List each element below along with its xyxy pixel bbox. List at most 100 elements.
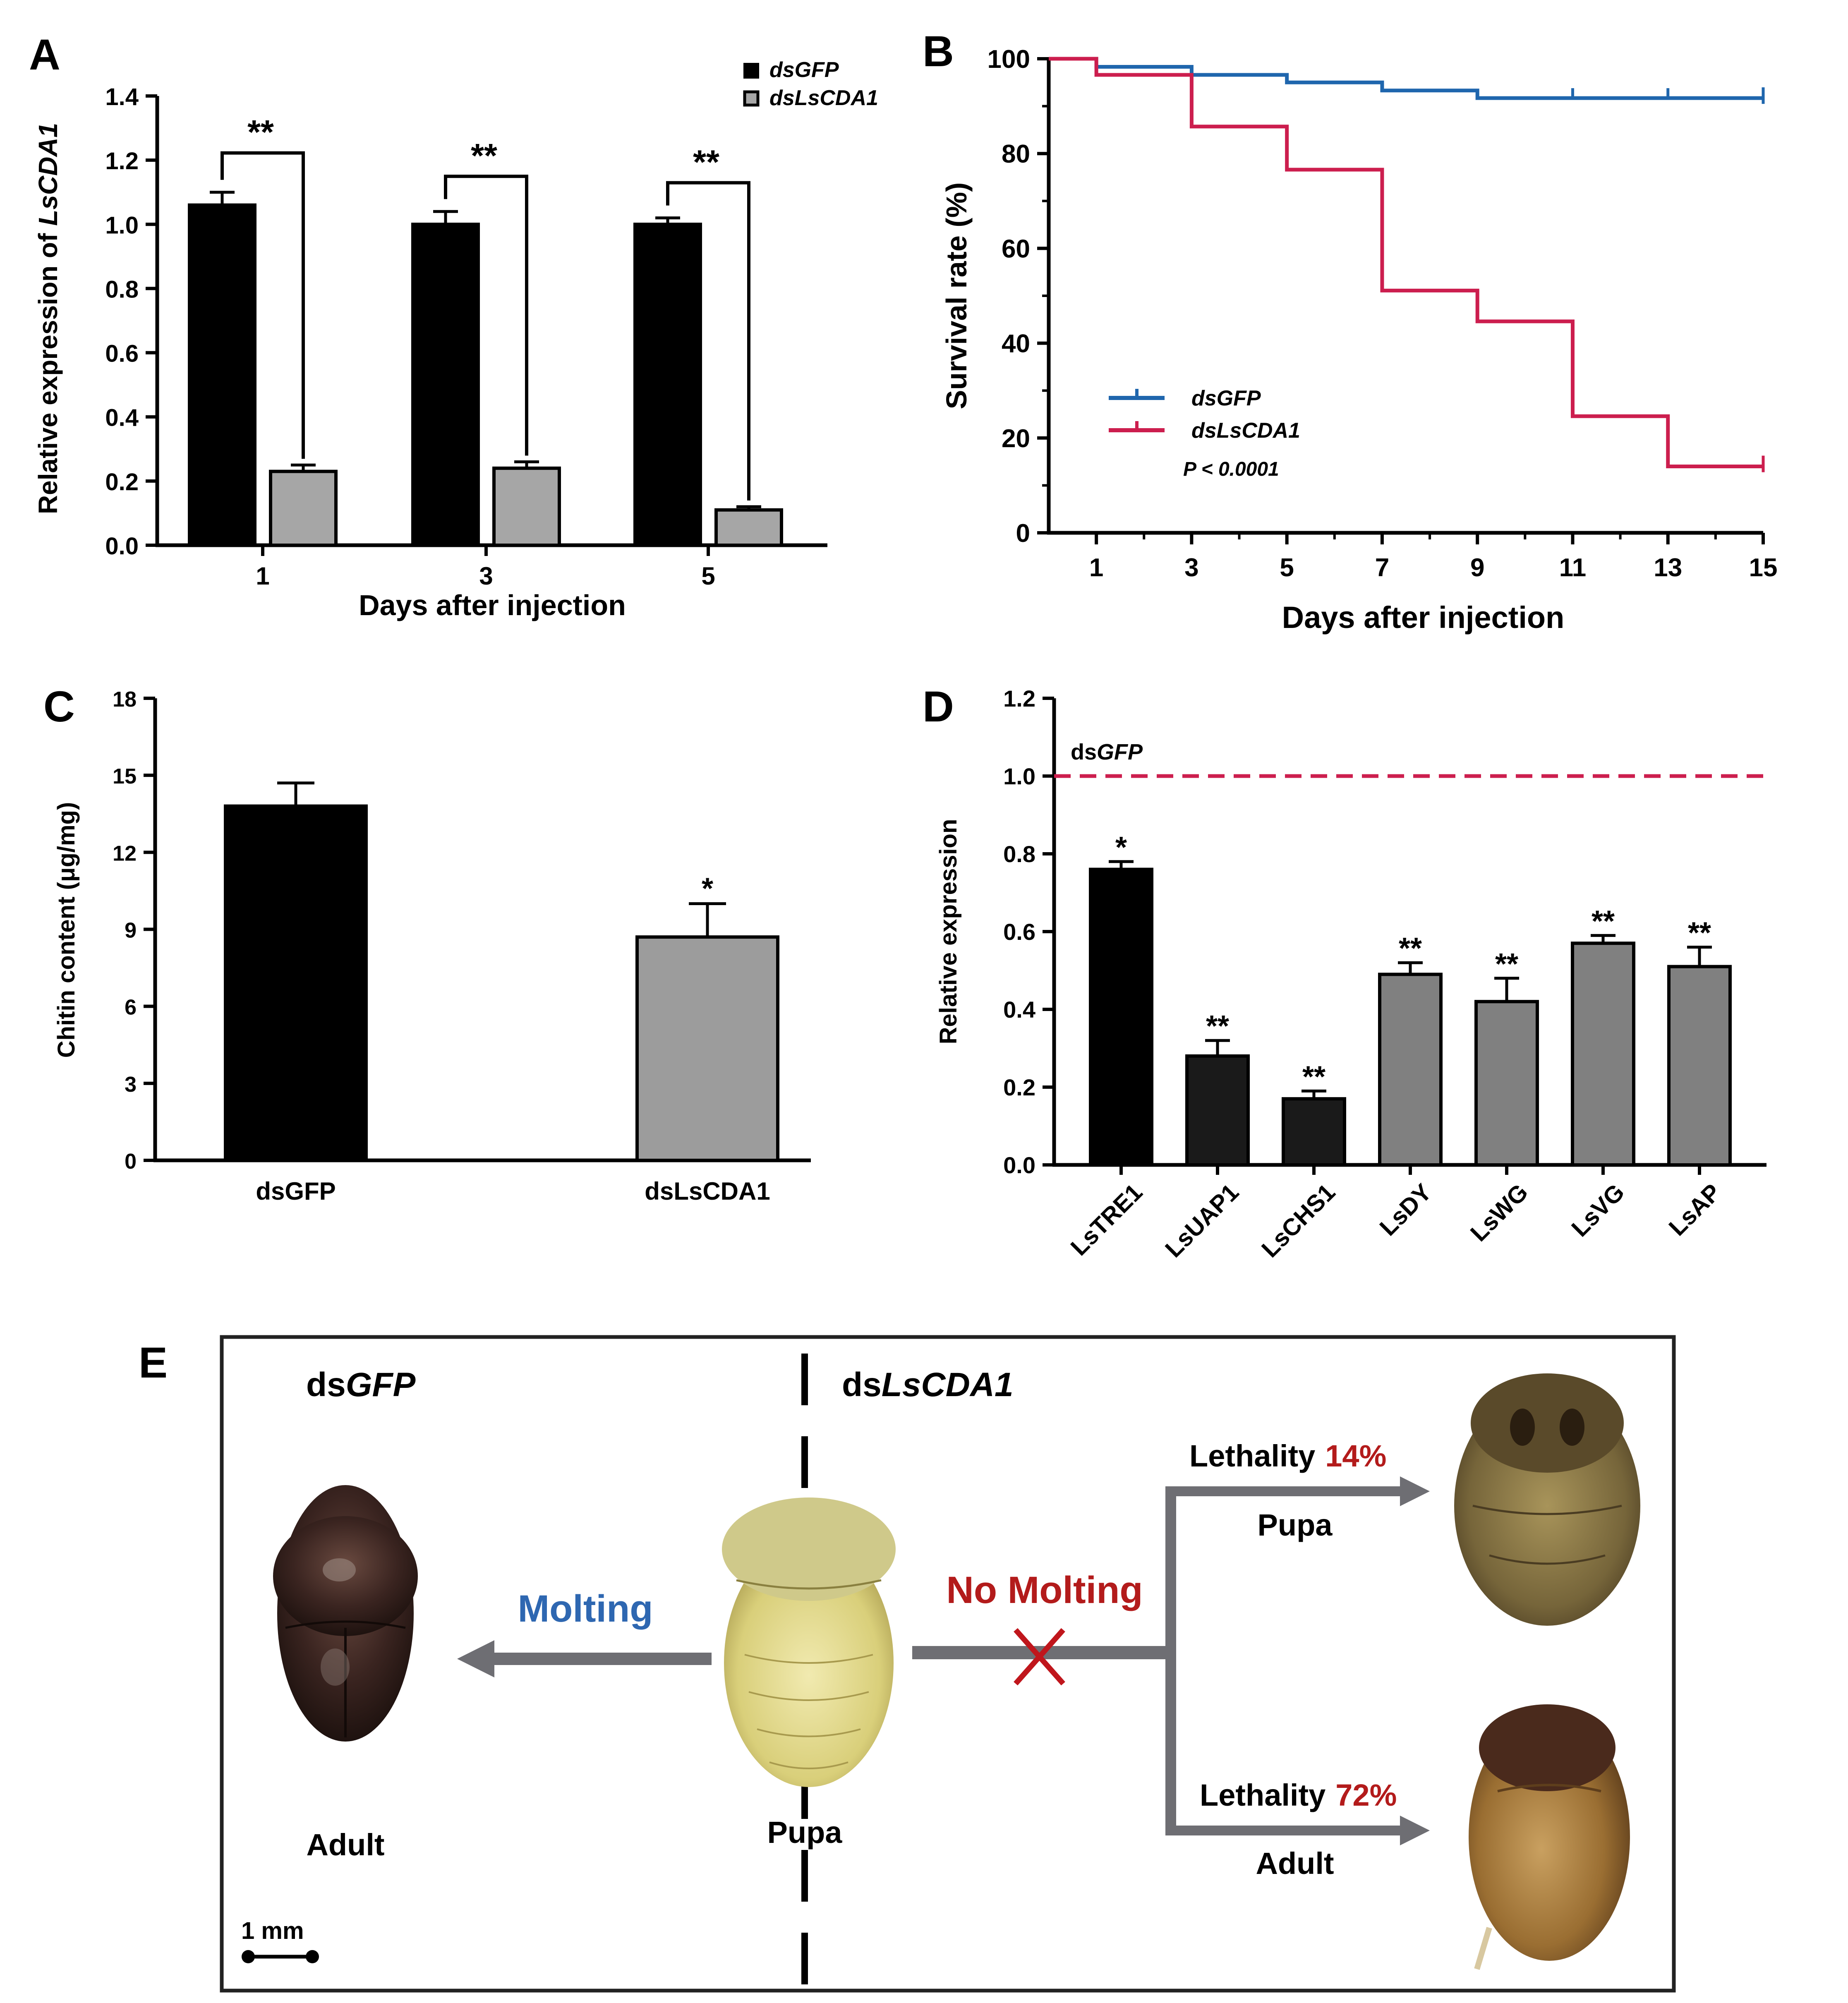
- b-ytick-label-5: 100: [988, 45, 1030, 74]
- panel-e-frame: [220, 1335, 1676, 1993]
- panel-c-label: C: [43, 683, 75, 731]
- a-ytick-label-4: 0.8: [105, 276, 139, 303]
- panel-d-bars: * LsTRE1 ** LsUAP1 ** LsCHS1 ** LsDY ** LsWG ** LsV…: [1066, 831, 1732, 1263]
- d-bar-6: [1667, 965, 1732, 1167]
- d-ytick-label-6: 1.2: [1003, 685, 1035, 712]
- c-ytick-label-4: 12: [113, 841, 137, 865]
- panel-a-y-ticks: 0.0 0.2 0.4 0.6 0.8 1.0 1.2 1.4: [105, 84, 157, 560]
- c-ytick-label-1: 3: [125, 1073, 137, 1097]
- c-ytick-label-5: 15: [113, 764, 137, 788]
- panel-e-label: E: [139, 1339, 168, 1387]
- blocked-cross-icon: [1014, 1628, 1065, 1686]
- a-xtick-label-2: 5: [701, 562, 715, 590]
- scale-label: 1 mm: [241, 1917, 304, 1944]
- label-no-molting: No Molting: [946, 1569, 1143, 1611]
- b-ytick-label-3: 60: [1002, 235, 1030, 263]
- d-bar-1: [1185, 1054, 1250, 1167]
- d-xtick-label-1: LsUAP1: [1160, 1179, 1244, 1263]
- panel-c: C 0 3 6 9 12 15 18 dsGFP * dsLsCDA1 Chitin conte…: [43, 683, 811, 1205]
- legend-label-dslscda1: dsLsCDA1: [769, 86, 878, 110]
- d-ytick-label-0: 0.0: [1003, 1152, 1035, 1178]
- label-adult: Adult: [306, 1828, 384, 1862]
- panel-a-label: A: [29, 31, 60, 79]
- label-lethality-pupa: Lethality 14%: [1189, 1439, 1386, 1473]
- d-bar-5: [1571, 942, 1635, 1167]
- a-ytick-label-2: 0.4: [105, 405, 139, 431]
- panel-a-x-ticks: 1 3 5: [256, 545, 715, 590]
- a-sig-label-0: **: [247, 114, 274, 151]
- panel-c-y-ticks: 0 3 6 9 12 15 18: [113, 688, 155, 1174]
- panel-a-bars: ** ** **: [188, 114, 783, 547]
- d-sig-4: **: [1495, 948, 1518, 981]
- label-branch-adult: Adult: [1256, 1846, 1334, 1881]
- panel-d-label: D: [923, 683, 954, 731]
- d-ytick-label-1: 0.2: [1003, 1074, 1035, 1100]
- panel-a-x-title: Days after injection: [359, 589, 626, 621]
- b-xtick-label-2: 5: [1280, 553, 1294, 582]
- a-sig-bracket-2: [666, 181, 750, 501]
- label-molting: Molting: [518, 1588, 653, 1630]
- c-ytick-label-0: 0: [125, 1150, 137, 1174]
- dead-adult-image: [1469, 1704, 1630, 1970]
- a-sig-label-1: **: [471, 137, 497, 175]
- a-bar-0-2: [633, 223, 702, 547]
- right-title-gene: LsCDA1: [882, 1366, 1014, 1404]
- c-ytick-label-3: 9: [125, 919, 137, 943]
- d-sig-1: **: [1206, 1010, 1229, 1043]
- panel-d-y-ticks: 0.0 0.2 0.4 0.6 0.8 1.0 1.2: [1003, 685, 1054, 1178]
- b-xtick-label-4: 9: [1470, 553, 1484, 582]
- b-xtick-label-5: 11: [1559, 553, 1587, 582]
- d-ytick-label-2: 0.4: [1003, 997, 1035, 1023]
- d-sig-3: **: [1399, 932, 1422, 965]
- c-ytick-label-2: 6: [125, 996, 137, 1020]
- d-xtick-label-5: LsVG: [1566, 1179, 1630, 1242]
- panel-d-y-title: Relative expression: [935, 819, 962, 1045]
- b-series-line-0: [1049, 57, 1763, 100]
- a-ytick-label-1: 0.2: [105, 469, 139, 496]
- a-bar-1-1: [492, 466, 561, 547]
- b-ytick-label-2: 40: [1002, 330, 1030, 358]
- b-xtick-label-0: 1: [1089, 553, 1103, 582]
- left-title-gene: GFP: [346, 1366, 416, 1404]
- c-bar-0: [224, 804, 368, 1162]
- c-ytick-label-6: 18: [113, 688, 137, 712]
- panel-e-left-title: dsGFP: [306, 1366, 416, 1404]
- pupa-image: [722, 1497, 896, 1787]
- d-xtick-label-4: LsWG: [1465, 1179, 1533, 1246]
- c-xtick-label-1: dsLsCDA1: [645, 1177, 770, 1205]
- label-pupa: Pupa: [767, 1815, 843, 1850]
- panel-a-y-title-gene: LsCDA1: [33, 123, 63, 226]
- label-lethality-adult: Lethality 72%: [1200, 1778, 1397, 1812]
- d-xtick-label-2: LsCHS1: [1256, 1179, 1340, 1263]
- left-title-prefix: ds: [306, 1366, 346, 1404]
- panel-c-bars: dsGFP * dsLsCDA1: [224, 781, 779, 1205]
- d-reference-label-gene: GFP: [1097, 740, 1143, 764]
- d-ytick-label-5: 1.0: [1003, 763, 1035, 789]
- d-ytick-label-3: 0.6: [1003, 919, 1035, 945]
- d-bar-0: [1089, 867, 1153, 1167]
- panel-a: A 0.0 0.2 0.4 0.6 0.8 1.0 1.2 1.4 ** ** ** 1 3 5 Da…: [29, 31, 878, 621]
- panel-b-legend: dsGFP dsLsCDA1 P < 0.0001: [1109, 386, 1300, 480]
- panel-a-y-title-prefix: Relative expression of: [33, 226, 63, 514]
- panel-b-lines: [1049, 57, 1765, 472]
- panel-d-reference: dsGFP: [1054, 740, 1767, 778]
- d-ytick-label-4: 0.8: [1003, 841, 1035, 867]
- d-sig-6: **: [1688, 917, 1711, 950]
- d-sig-2: **: [1302, 1060, 1325, 1093]
- lethality-text-2: Lethality: [1200, 1778, 1325, 1812]
- d-xtick-label-3: LsDY: [1374, 1179, 1437, 1241]
- lethality-pupa-pct: 14%: [1325, 1439, 1386, 1473]
- d-reference-label-prefix: ds: [1071, 740, 1097, 764]
- a-bar-0-0: [188, 203, 256, 547]
- c-sig-1: *: [702, 872, 713, 905]
- a-sig-label-2: **: [693, 144, 719, 181]
- scale-end-right: [306, 1950, 319, 1963]
- a-sig-bracket-0: [221, 151, 305, 459]
- panel-b-y-title: Survival rate (%): [940, 182, 973, 410]
- a-ytick-label-3: 0.6: [105, 340, 139, 367]
- panel-e: E dsGFP ds LsCDA1 Adult Pupa Molting: [139, 1335, 1676, 1993]
- a-bar-1-0: [269, 470, 338, 547]
- panel-b-x-title: Days after injection: [1282, 600, 1565, 635]
- legend-label-dslscda1-b: dsLsCDA1: [1191, 419, 1300, 443]
